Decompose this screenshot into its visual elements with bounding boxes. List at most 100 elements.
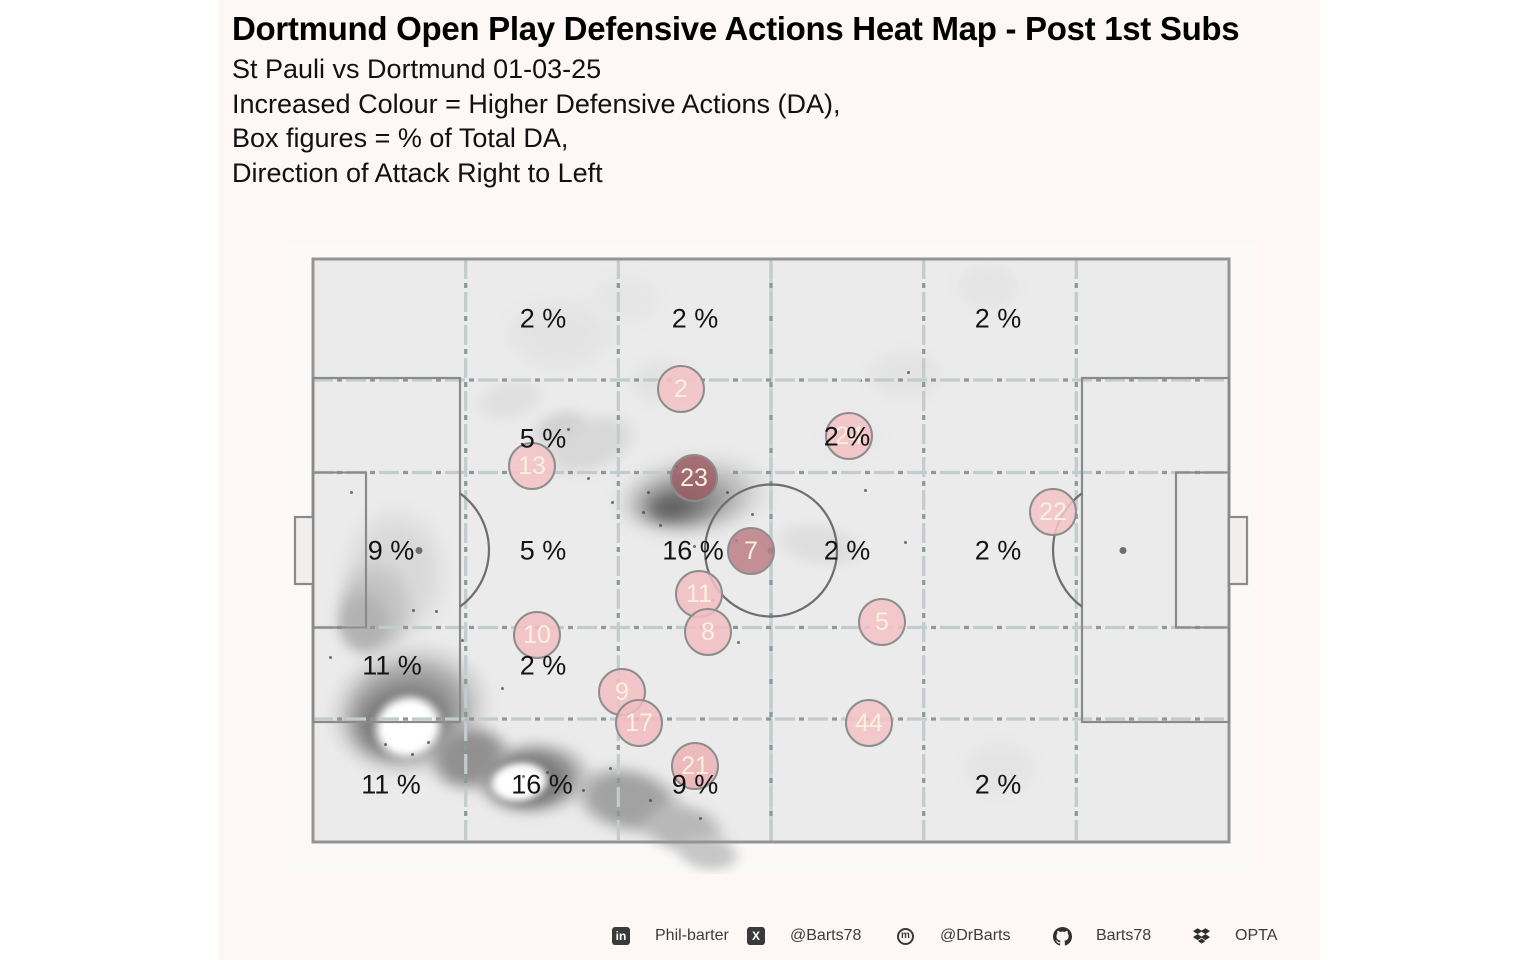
- player-da-marker: 2: [657, 365, 705, 413]
- chart-subtitle-line: Box figures = % of Total DA,: [232, 123, 569, 153]
- player-da-marker: 24: [825, 412, 873, 460]
- zone-percent-label: 2 %: [974, 535, 1022, 566]
- defensive-action-point: [460, 638, 464, 642]
- six-yard-box-left: [311, 471, 368, 629]
- defensive-action-point: [410, 752, 414, 756]
- defensive-action-point: [426, 740, 430, 744]
- penalty-arc-left: [459, 492, 490, 608]
- footer-credit-mastodon: m @DrBarts: [897, 924, 1010, 948]
- penalty-spot-left: [415, 547, 423, 554]
- defensive-action-point: [725, 490, 729, 494]
- chart-subtitle-line: St Pauli vs Dortmund 01-03-25: [232, 54, 602, 84]
- player-number: 23: [680, 463, 708, 492]
- footer-credit-github: Barts78: [1053, 924, 1151, 948]
- player-da-marker: 10: [513, 611, 561, 659]
- zone-percent-label: 5 %: [519, 535, 567, 566]
- player-number: 5: [875, 607, 889, 636]
- zone-percent-label: 2 %: [974, 303, 1022, 334]
- defensive-action-point: [646, 490, 650, 494]
- player-number: 9: [615, 677, 629, 706]
- defensive-action-point: [411, 608, 415, 612]
- footer-credit-label: Barts78: [1096, 927, 1152, 944]
- goal-left: [293, 515, 315, 586]
- heat-blob: [942, 726, 1058, 810]
- player-da-marker: 44: [845, 699, 893, 747]
- defensive-action-point: [521, 774, 525, 778]
- defensive-action-point: [658, 523, 662, 527]
- zone-percent-label: 2 %: [671, 303, 719, 334]
- defensive-action-point: [545, 770, 549, 774]
- heat-blob: [940, 251, 1036, 323]
- player-number: 2: [674, 374, 688, 403]
- center-circle: [703, 483, 839, 618]
- header-block: Dortmund Open Play Defensive Actions Hea…: [232, 6, 1322, 190]
- player-number: 44: [855, 708, 883, 737]
- chart-title: Dortmund Open Play Defensive Actions Hea…: [232, 10, 1240, 47]
- x-icon: X: [747, 927, 765, 945]
- player-da-marker: 17: [615, 699, 663, 747]
- defensive-action-point: [906, 370, 910, 374]
- footer-credit-label: @DrBarts: [940, 927, 1011, 944]
- penalty-area-right: [1080, 376, 1231, 724]
- defensive-actions-heatmap: [292, 243, 1254, 874]
- defensive-action-point: [328, 655, 332, 659]
- chart-subtitle-line: Increased Colour = Higher Defensive Acti…: [232, 88, 841, 119]
- player-number: 21: [681, 751, 709, 780]
- player-number: 8: [701, 617, 715, 646]
- player-number: 10: [523, 620, 551, 649]
- zone-percent-label: 2 %: [823, 535, 871, 566]
- defensive-action-point: [698, 816, 702, 820]
- zone-percent-label: 16 %: [662, 535, 724, 566]
- goal-right: [1227, 515, 1249, 586]
- defensive-action-point: [500, 686, 504, 690]
- six-yard-box-right: [1174, 471, 1231, 629]
- linkedin-icon: in: [612, 927, 630, 945]
- player-da-marker: 13: [508, 442, 556, 490]
- player-da-marker: 8: [684, 608, 732, 656]
- defensive-action-point: [610, 500, 614, 504]
- credits-footer: in Phil-barter X @Barts78 m @DrBarts Barts78 OP…: [0, 924, 1536, 954]
- footer-credit-label: OPTA: [1235, 927, 1278, 944]
- defensive-action-point: [608, 766, 612, 770]
- player-da-marker: 23: [670, 454, 718, 502]
- zone-percent-label: 9 %: [671, 769, 719, 800]
- defensive-action-point: [349, 490, 353, 494]
- footer-credit-dropbox: OPTA: [1192, 924, 1277, 948]
- defensive-action-point: [750, 512, 754, 516]
- defensive-action-point: [581, 788, 585, 792]
- player-number: 11: [686, 579, 712, 608]
- defensive-action-point: [736, 640, 740, 644]
- player-number: 24: [835, 421, 863, 450]
- footer-credit-label: @Barts78: [790, 927, 862, 944]
- player-da-marker: 5: [858, 598, 906, 646]
- zone-percent-label: 2 %: [823, 421, 871, 452]
- zone-percent-label: 2 %: [974, 769, 1022, 800]
- chart-subtitle-line: Direction of Attack Right to Left: [232, 157, 603, 188]
- player-number: 13: [518, 451, 546, 480]
- dropbox-icon: [1192, 927, 1211, 944]
- defensive-action-point: [641, 510, 645, 514]
- zone-percent-label: 2 %: [519, 303, 567, 334]
- zone-percent-label: 11 %: [362, 650, 422, 681]
- defensive-action-point: [383, 742, 387, 746]
- zone-percent-label: 2 %: [519, 650, 567, 681]
- zone-percent-label: 5 %: [519, 423, 567, 454]
- mastodon-icon: m: [897, 927, 914, 945]
- defensive-action-point: [566, 427, 570, 431]
- github-icon: [1053, 926, 1072, 946]
- player-number: 7: [744, 536, 758, 565]
- footer-credit-x: X @Barts78: [747, 924, 861, 948]
- player-da-marker: 21: [671, 742, 719, 790]
- footer-credit-linkedin: in Phil-barter: [612, 924, 729, 948]
- footer-credit-label: Phil-barter: [655, 927, 729, 944]
- penalty-spot-right: [1119, 547, 1127, 554]
- player-number: 17: [625, 708, 653, 737]
- defensive-action-point: [903, 540, 907, 544]
- defensive-action-point: [434, 609, 438, 613]
- heat-blob: [845, 337, 965, 413]
- zone-percent-label: 11 %: [361, 769, 421, 800]
- player-number: 22: [1039, 497, 1067, 526]
- player-da-marker: 7: [727, 527, 775, 575]
- zone-percent-label: 9 %: [367, 535, 415, 566]
- defensive-action-point: [648, 798, 652, 802]
